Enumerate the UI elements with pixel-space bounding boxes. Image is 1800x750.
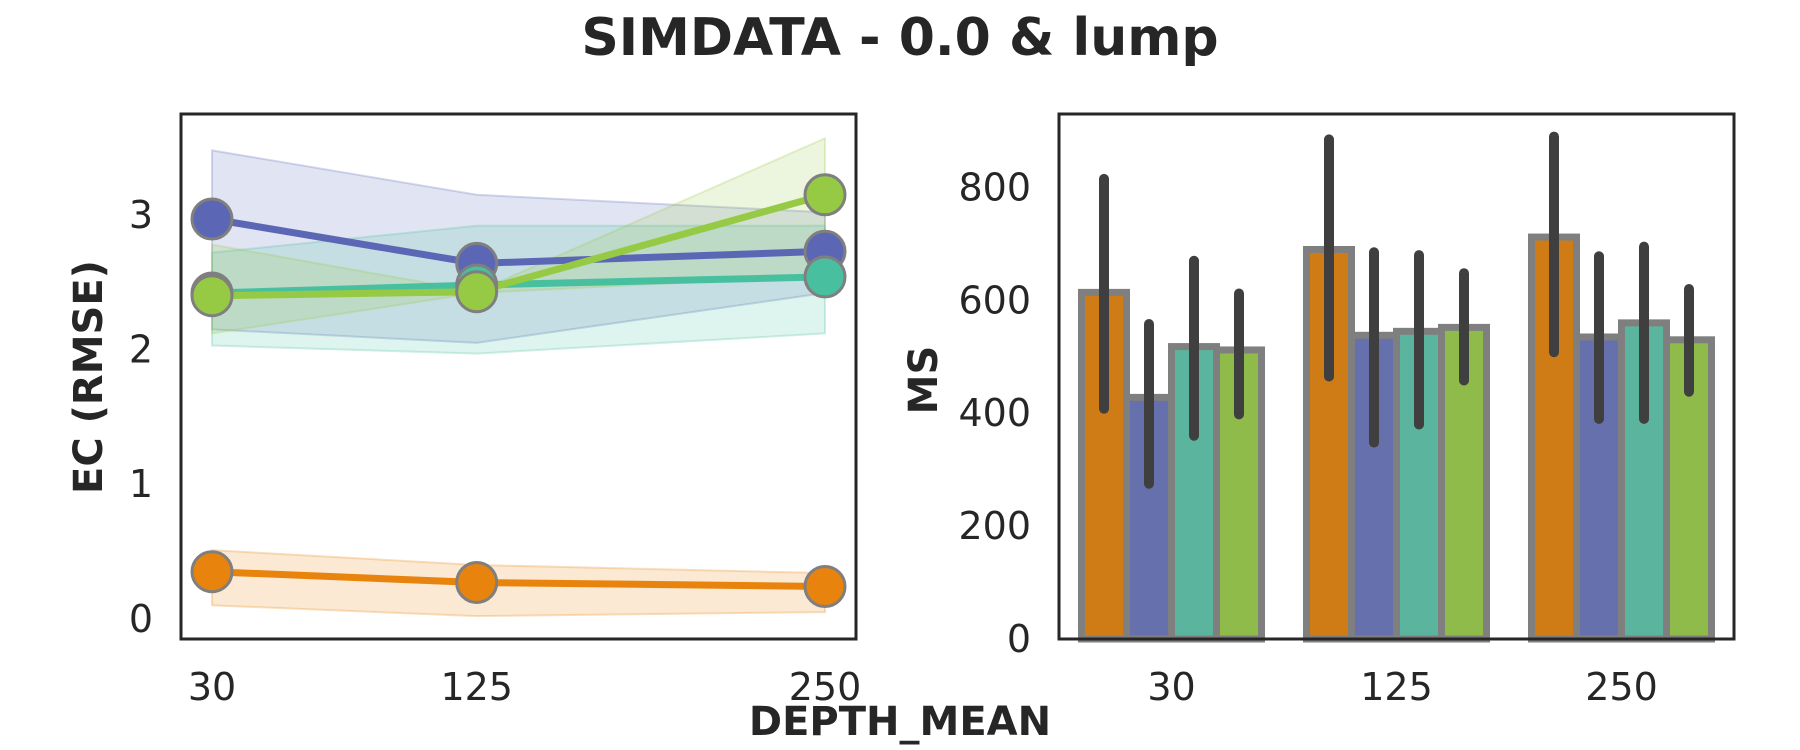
y-tick-label: 400 — [958, 391, 1031, 435]
y-tick-labels: 0 1 2 3 — [129, 193, 153, 641]
data-point-1-2 — [803, 255, 847, 299]
data-point-2-1 — [455, 270, 499, 314]
y-axis-label: MS — [901, 346, 947, 415]
error-bars — [1099, 131, 1694, 489]
data-point-2-2 — [803, 173, 847, 217]
x-tick-label: 125 — [1360, 665, 1433, 709]
bars — [1078, 233, 1715, 643]
y-tick-label: 2 — [129, 328, 153, 372]
y-tick-label: 1 — [129, 462, 153, 506]
x-tick-label: 125 — [440, 665, 513, 709]
x-tick-label: 30 — [188, 665, 236, 709]
plot-frame — [1057, 112, 1736, 641]
confidence-bands — [211, 136, 826, 618]
data-point-3-1 — [455, 560, 499, 604]
series-points — [190, 173, 847, 608]
line-chart: 0 1 2 3 30 125 250 EC (RMSE) — [66, 112, 861, 709]
y-tick-label: 0 — [1007, 617, 1031, 661]
data-point-3-0 — [190, 550, 234, 594]
figure-title: SIMDATA - 0.0 & lump — [581, 8, 1218, 68]
x-tick-label: 30 — [1147, 665, 1195, 709]
y-tick-label: 600 — [958, 278, 1031, 322]
data-point-2-0 — [190, 274, 234, 318]
y-tick-label: 200 — [958, 504, 1031, 548]
y-tick-label: 3 — [129, 193, 153, 237]
data-point-3-2 — [803, 565, 847, 608]
y-tick-labels: 0 200 400 600 800 — [958, 165, 1031, 661]
x-axis-label: DEPTH_MEAN — [749, 699, 1051, 745]
x-tick-labels: 30 125 250 — [188, 665, 861, 709]
data-point-0-0 — [190, 197, 234, 241]
plot-frame — [179, 112, 858, 641]
y-tick-label: 0 — [129, 597, 153, 641]
y-tick-label: 800 — [958, 165, 1031, 209]
bar-chart: 0 200 400 600 800 30 125 250 MS — [901, 112, 1736, 709]
x-tick-label: 250 — [789, 665, 862, 709]
x-tick-labels: 30 125 250 — [1147, 665, 1657, 709]
y-axis-label: EC (RMSE) — [66, 260, 112, 494]
x-tick-label: 250 — [1585, 665, 1658, 709]
